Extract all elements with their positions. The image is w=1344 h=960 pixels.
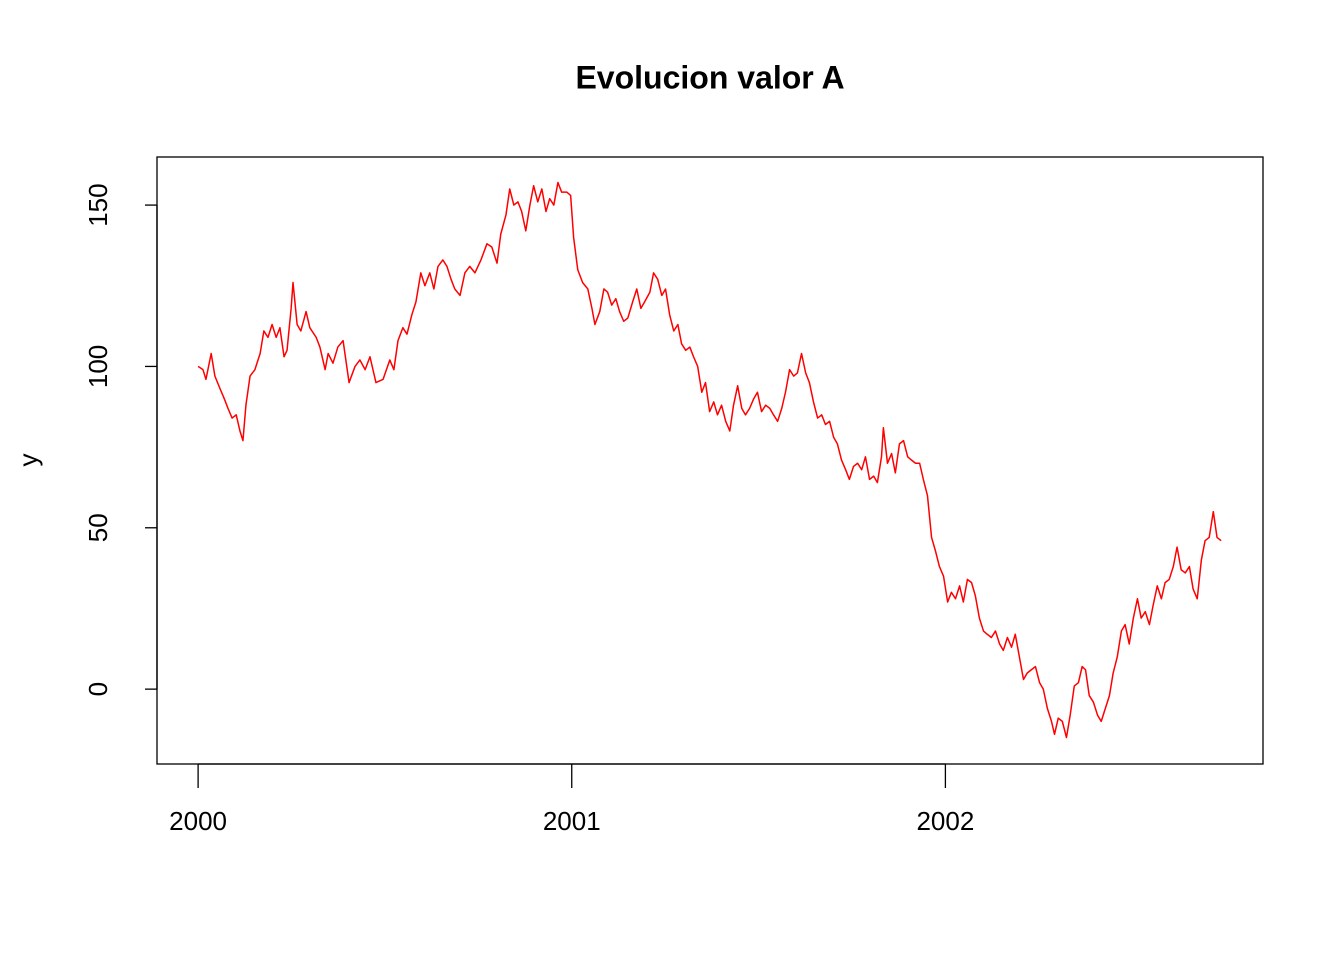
y-tick-label: 150 xyxy=(83,183,113,226)
y-axis-label: y xyxy=(13,454,43,467)
x-tick-label: 2001 xyxy=(543,806,601,836)
y-tick-label: 100 xyxy=(83,345,113,388)
y-tick-label: 0 xyxy=(83,682,113,696)
data-line xyxy=(197,181,1222,739)
chart-title: Evolucion valor A xyxy=(575,59,844,95)
x-tick-label: 2000 xyxy=(169,806,227,836)
x-tick-label: 2002 xyxy=(916,806,974,836)
y-tick-label: 50 xyxy=(83,513,113,542)
